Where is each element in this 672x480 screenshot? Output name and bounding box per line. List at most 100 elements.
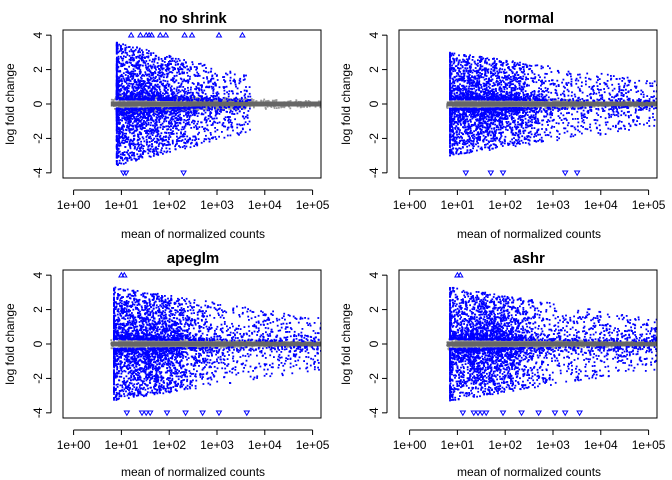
- scatter-point-significant: [205, 96, 208, 99]
- scatter-point-significant: [131, 90, 133, 93]
- scatter-point-significant: [186, 96, 189, 98]
- scatter-point-significant: [157, 58, 160, 61]
- scatter-point-significant: [156, 131, 159, 134]
- scatter-point-significant: [153, 99, 155, 101]
- scatter-point-significant: [155, 116, 158, 118]
- scatter-point-significant: [131, 78, 133, 80]
- scatter-point-significant: [143, 114, 146, 116]
- scatter-point-significant: [185, 112, 187, 114]
- scatter-point-significant: [147, 62, 149, 65]
- scatter-point-significant: [183, 126, 186, 129]
- scatter-point-significant: [142, 121, 145, 124]
- scatter-point-significant: [226, 134, 229, 137]
- scatter-point-significant: [115, 147, 118, 150]
- scatter-point-significant: [150, 128, 153, 131]
- scatter-point-significant: [137, 136, 140, 138]
- scatter-point-significant: [119, 112, 121, 115]
- scatter-point-significant: [202, 113, 205, 116]
- scatter-point-not-significant: [231, 105, 234, 108]
- scatter-point-significant: [225, 85, 228, 88]
- scatter-point-significant: [128, 123, 131, 126]
- scatter-point-significant: [118, 96, 121, 99]
- scatter-point-significant: [191, 61, 194, 63]
- scatter-point-significant: [180, 132, 182, 135]
- scatter-point-significant: [162, 128, 164, 130]
- scatter-point-significant: [227, 95, 230, 98]
- scatter-point-significant: [207, 115, 210, 117]
- scatter-point-significant: [125, 132, 127, 135]
- scatter-point-significant: [207, 117, 210, 120]
- scatter-point-significant: [165, 120, 168, 123]
- scatter-point-significant: [204, 111, 207, 114]
- scatter-point-significant: [210, 67, 213, 70]
- scatter-point-significant: [229, 121, 232, 123]
- scatter-point-significant: [212, 96, 215, 99]
- scatter-point-significant: [117, 51, 120, 54]
- scatter-point-significant: [155, 148, 157, 151]
- scatter-point-significant: [186, 107, 189, 110]
- scatter-point-significant: [148, 85, 151, 88]
- scatter-point-significant: [202, 69, 205, 72]
- scatter-point-significant: [139, 115, 142, 118]
- scatter-point-significant: [225, 107, 227, 109]
- scatter-point-significant: [154, 57, 156, 60]
- scatter-point-significant: [162, 79, 165, 82]
- scatter-point-significant: [207, 71, 210, 74]
- scatter-point-significant: [117, 144, 120, 146]
- scatter-point-significant: [149, 124, 152, 127]
- scatter-point-significant: [184, 124, 187, 127]
- scatter-point-significant: [219, 110, 221, 113]
- scatter-point-significant: [184, 88, 186, 90]
- scatter-point-significant: [249, 107, 251, 110]
- scatter-point-significant: [122, 154, 125, 156]
- scatter-point-significant: [118, 162, 121, 164]
- scatter-point-significant: [126, 52, 128, 54]
- scatter-point-significant: [146, 52, 148, 54]
- scatter-point-significant: [197, 83, 199, 86]
- scatter-point-significant: [122, 159, 124, 162]
- scatter-point-significant: [138, 143, 141, 146]
- scatter-point-significant: [210, 78, 213, 81]
- x-tick-label: 1e+04: [248, 198, 282, 212]
- scatter-point-significant: [187, 112, 190, 115]
- scatter-point-significant: [161, 110, 164, 112]
- scatter-point-not-significant: [166, 105, 169, 108]
- scatter-point-significant: [115, 67, 118, 69]
- scatter-point-significant: [117, 132, 120, 135]
- scatter-point-significant: [115, 65, 118, 68]
- scatter-point-significant: [123, 87, 126, 89]
- scatter-point-significant: [130, 98, 132, 101]
- scatter-point-significant: [193, 126, 195, 129]
- scatter-point-significant: [138, 93, 141, 95]
- scatter-point-significant: [143, 110, 146, 112]
- scatter-point-significant: [148, 113, 151, 116]
- scatter-point-significant: [142, 61, 145, 64]
- scatter-point-not-significant: [148, 106, 151, 108]
- scatter-point-significant: [142, 108, 144, 110]
- scatter-point-significant: [124, 161, 127, 164]
- scatter-point-significant: [155, 150, 158, 153]
- scatter-point-significant: [127, 77, 130, 80]
- scatter-point-significant: [123, 92, 126, 95]
- scatter-point-significant: [228, 106, 231, 108]
- scatter-point-significant: [150, 137, 152, 140]
- scatter-point-significant: [117, 89, 120, 92]
- scatter-point-significant: [136, 147, 139, 149]
- scatter-point-significant: [131, 143, 133, 145]
- scatter-point-significant: [127, 71, 130, 74]
- scatter-point-significant: [185, 113, 187, 116]
- scatter-point-significant: [135, 127, 138, 130]
- scatter-point-significant: [177, 106, 179, 109]
- scatter-point-significant: [141, 49, 143, 52]
- scatter-point-significant: [124, 156, 127, 159]
- scatter-point-significant: [170, 58, 173, 60]
- scatter-point-significant: [181, 126, 184, 128]
- scatter-point-significant: [118, 61, 120, 63]
- scatter-point-significant: [133, 85, 136, 88]
- scatter-point-significant: [238, 106, 241, 108]
- scatter-point-significant: [197, 133, 199, 136]
- scatter-point-significant: [155, 153, 158, 156]
- scatter-point-significant: [123, 154, 126, 156]
- scatter-point-significant: [183, 66, 185, 68]
- scatter-point-significant: [239, 132, 242, 134]
